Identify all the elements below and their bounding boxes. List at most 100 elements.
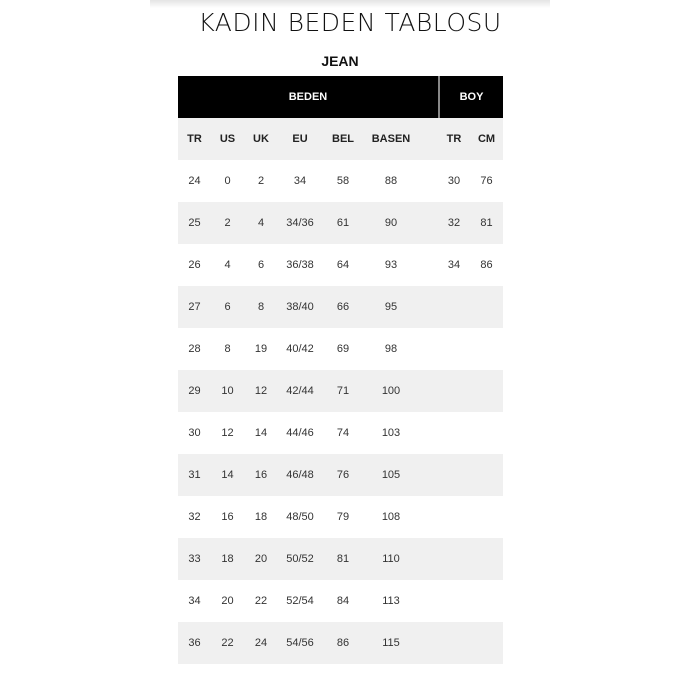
table-cell: 29: [188, 385, 201, 397]
table-cell: 54/56: [286, 637, 314, 649]
table-cell: 36: [188, 637, 201, 649]
size-table: BEDEN BOY TR US UK EU BEL BASEN TR CM 24…: [178, 76, 503, 664]
table-cell: 95: [384, 301, 398, 313]
table-cell: 81: [480, 217, 493, 229]
table-cell: 40/42: [286, 343, 314, 355]
table-cell: 32: [447, 217, 461, 229]
top-shadow: [150, 0, 550, 8]
table-cell: 71: [336, 385, 350, 397]
table-cell: 115: [382, 637, 400, 649]
table-cell: 0: [224, 175, 231, 187]
col-header: BASEN: [371, 133, 411, 145]
table-cell: 105: [381, 469, 401, 481]
table-cell: 24: [188, 175, 201, 187]
col-header: US: [219, 133, 236, 145]
table-cell: 34: [447, 259, 461, 271]
table-cell: 31: [188, 469, 201, 481]
col-header: BEL: [332, 133, 354, 145]
table-cell: 14: [221, 469, 234, 481]
table-cell: 103: [381, 427, 401, 439]
table-row: 33 18 20 50/52 81 110: [178, 538, 503, 580]
table-cell: 24: [254, 637, 268, 649]
table-cell: 16: [221, 511, 234, 523]
table-cell: 64: [336, 259, 350, 271]
table-cell: 58: [336, 175, 350, 187]
table-cell: 4: [224, 259, 231, 271]
table-cell: 12: [221, 427, 234, 439]
table-cell: 8: [224, 343, 231, 355]
table-subtitle: JEAN: [321, 53, 359, 69]
table-cell: 20: [254, 553, 268, 565]
table-cell: 2: [257, 175, 265, 187]
table-cell: 18: [221, 553, 234, 565]
table-cell: 86: [480, 259, 493, 271]
table-cell: 22: [221, 637, 234, 649]
table-row: 27 6 8 38/40 66 95: [178, 286, 503, 328]
table-row: 34 20 22 52/54 84 113: [178, 580, 503, 622]
table-cell: 46/48: [286, 469, 314, 481]
table-cell: 100: [381, 385, 401, 397]
table-cell: 93: [384, 259, 398, 271]
table-row: 26 4 6 36/38 64 93 34 86: [178, 244, 503, 286]
table-cell: 34: [188, 595, 201, 607]
table-cell: 10: [221, 385, 234, 397]
table-row: 25 2 4 34/36 61 90 32 81: [178, 202, 503, 244]
table-cell: 50/52: [286, 553, 314, 565]
group-header-boy: BOY: [459, 91, 484, 103]
table-cell: 84: [336, 595, 350, 607]
table-row: 31 14 16 46/48 76 105: [178, 454, 503, 496]
table-row: 30 12 14 44/46 74 103: [178, 412, 503, 454]
table-cell: 86: [336, 637, 350, 649]
table-cell: 76: [480, 175, 493, 187]
table-cell: 110: [382, 553, 400, 565]
table-cell: 61: [336, 217, 350, 229]
col-header: EU: [292, 133, 308, 145]
table-row: 28 8 19 40/42 69 98: [178, 328, 503, 370]
table-cell: 48/50: [286, 511, 314, 523]
table-cell: 33: [188, 553, 201, 565]
table-cell: 25: [188, 217, 201, 229]
table-cell: 30: [188, 427, 201, 439]
table-row: 29 10 12 42/44 71 100: [178, 370, 503, 412]
table-cell: 28: [188, 343, 201, 355]
table-cell: 8: [257, 301, 265, 313]
table-cell: 19: [254, 343, 268, 355]
table-cell: 20: [221, 595, 234, 607]
col-header: TR: [446, 133, 462, 145]
table-cell: 34/36: [286, 217, 314, 229]
col-header: TR: [187, 133, 202, 145]
table-cell: 66: [336, 301, 350, 313]
table-cell: 16: [254, 469, 268, 481]
table-cell: 90: [384, 217, 398, 229]
page-title: KADIN BEDEN TABLOSU: [198, 8, 502, 37]
table-cell: 26: [188, 259, 201, 271]
table-cell: 76: [336, 469, 350, 481]
table-cell: 44/46: [286, 427, 314, 439]
table-cell: 113: [382, 595, 400, 607]
col-header: CM: [477, 133, 496, 145]
table-cell: 18: [254, 511, 268, 523]
table-cell: 32: [188, 511, 201, 523]
table-cell: 79: [336, 511, 350, 523]
table-cell: 52/54: [286, 595, 314, 607]
table-cell: 6: [224, 301, 231, 313]
table-cell: 27: [188, 301, 201, 313]
table-cell: 14: [254, 427, 268, 439]
table-cell: 98: [384, 343, 398, 355]
group-header-row: BEDEN BOY: [178, 76, 503, 118]
table-cell: 69: [336, 343, 350, 355]
table-cell: 81: [336, 553, 350, 565]
table-cell: 38/40: [286, 301, 314, 313]
table-cell: 36/38: [286, 259, 314, 271]
table-cell: 30: [447, 175, 461, 187]
table-cell: 2: [224, 217, 231, 229]
group-header-beden: BEDEN: [288, 91, 328, 103]
header-divider: [438, 76, 440, 118]
table-cell: 12: [254, 385, 268, 397]
table-cell: 6: [257, 259, 265, 271]
table-row: 24 0 2 34 58 88 30 76: [178, 160, 503, 202]
table-cell: 74: [336, 427, 350, 439]
table-row: 36 22 24 54/56 86 115: [178, 622, 503, 664]
table-cell: 34: [293, 175, 307, 187]
table-cell: 4: [257, 217, 265, 229]
